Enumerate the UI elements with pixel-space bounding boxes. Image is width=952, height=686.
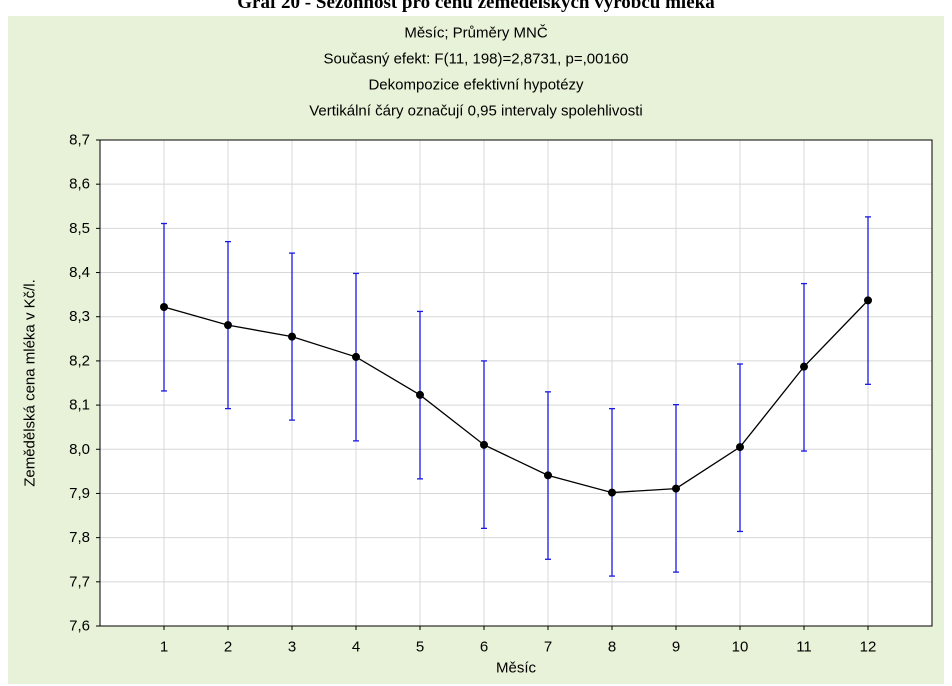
- data-point: [736, 443, 744, 452]
- data-point: [224, 321, 232, 330]
- y-tick-label: 8,6: [69, 176, 90, 193]
- series-line: [163, 299, 869, 494]
- y-tick-label: 8,3: [69, 308, 90, 325]
- y-tick-label: 7,9: [69, 485, 90, 502]
- y-tick-label: 8,0: [69, 441, 90, 458]
- y-tick-label: 8,1: [69, 397, 90, 414]
- x-tick-label: 11: [796, 639, 812, 656]
- x-tick-label: 6: [480, 639, 488, 656]
- x-tick-label: 12: [860, 639, 877, 656]
- data-point: [864, 296, 872, 305]
- chart-svg: Měsíc; Průměry MNČ Současný efekt: F(11, …: [22, 25, 933, 677]
- x-axis-label: Měsíc: [496, 660, 537, 677]
- data-point: [544, 471, 552, 480]
- data-point: [352, 352, 360, 361]
- x-tick-label: 7: [544, 639, 552, 656]
- x-tick-label: 4: [352, 639, 360, 656]
- plot-border: [99, 139, 933, 627]
- data-point: [608, 488, 616, 497]
- chart-title-line: Dekompozice efektivní hypotézy: [368, 77, 584, 94]
- x-tick-label: 1: [160, 639, 168, 656]
- chart-title-line: Vertikální čáry označují 0,95 intervaly …: [309, 103, 643, 120]
- x-tick-label: 2: [224, 639, 232, 656]
- y-axis-label: Zemědělská cena mléka v Kč/l.: [22, 279, 39, 487]
- y-tick-label: 8,4: [69, 264, 90, 281]
- y-tick-label: 8,5: [69, 220, 90, 237]
- data-point: [672, 484, 680, 493]
- y-tick-label: 7,7: [69, 573, 90, 590]
- x-tick-label: 5: [416, 639, 424, 656]
- document-heading: Graf 20 - Sezónnost pro cenu zemědělskýc…: [237, 0, 715, 13]
- x-tick-label: 9: [672, 639, 680, 656]
- data-point: [288, 332, 296, 341]
- y-tick-label: 7,8: [69, 529, 90, 546]
- plot-area: [100, 140, 932, 626]
- chart-title-line: Měsíc; Průměry MNČ: [404, 25, 548, 42]
- data-point: [416, 390, 424, 399]
- y-tick-label: 8,2: [69, 352, 90, 369]
- data-point: [480, 440, 488, 449]
- x-tick-label: 10: [732, 639, 749, 656]
- x-tick-label: 3: [288, 639, 296, 656]
- chart-title-line: Současný efekt: F(11, 198)=2,8731, p=,00…: [324, 51, 629, 68]
- chart-panel: Měsíc; Průměry MNČ Současný efekt: F(11, …: [8, 16, 944, 684]
- y-tick-label: 7,6: [69, 618, 90, 635]
- data-point: [160, 303, 168, 312]
- y-tick-label: 8,7: [69, 132, 90, 149]
- x-tick-label: 8: [608, 639, 616, 656]
- data-point: [800, 362, 808, 371]
